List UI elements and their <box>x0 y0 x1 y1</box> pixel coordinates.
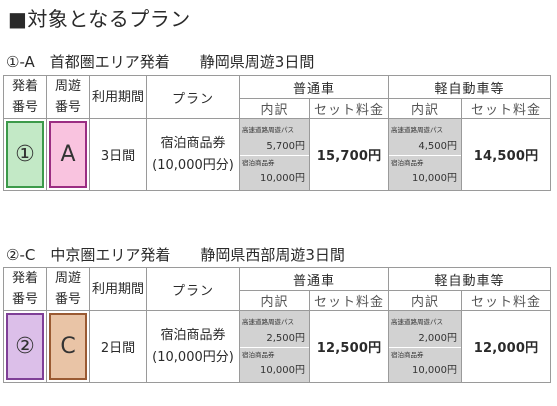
kei-set-price: 12,000円 <box>461 310 552 383</box>
header-route-no: 周遊 番号 <box>46 267 90 311</box>
breakdown-item-voucher: 宿泊商品券 10,000円 <box>240 154 309 187</box>
header-period: 利用期間 <box>89 75 147 119</box>
breakdown-item-highway-pass: 高速道路周遊パス 2,000円 <box>391 317 458 344</box>
kei-breakdown: 高速道路周遊パス 2,000円 宿泊商品券 10,000円 <box>388 310 463 383</box>
regular-set-price: 12,500円 <box>308 310 390 383</box>
route-no-cell: C <box>46 310 90 383</box>
breakdown-item-highway-pass: 高速道路周遊パス 4,500円 <box>391 125 458 152</box>
header-departure-no: 発着 番号 <box>3 267 47 311</box>
section-title-1: ①-A 首都圏エリア発着 静岡県周遊3日間 <box>6 53 315 71</box>
plan-value: 宿泊商品券 (10,000円分) <box>146 118 240 191</box>
header-kei-car: 軽自動車等 <box>388 75 552 99</box>
plan-value: 宿泊商品券 (10,000円分) <box>146 310 240 383</box>
departure-no-cell: ① <box>3 118 47 191</box>
route-no-badge: C <box>49 313 87 380</box>
period-value: 3日間 <box>89 118 147 191</box>
section-title-2: ②-C 中京圏エリア発着 静岡県西部周遊3日間 <box>6 246 345 264</box>
period-value: 2日間 <box>89 310 147 383</box>
kei-set-price: 14,500円 <box>461 118 552 191</box>
header-route-no: 周遊 番号 <box>46 75 90 119</box>
departure-no-badge: ② <box>6 313 44 380</box>
plan-table-2: 発着 番号 周遊 番号 利用期間 プラン 普通車 軽自動車等 内訳 セット料金 内訳… <box>3 267 552 383</box>
header-plan: プラン <box>146 267 240 311</box>
plan-table-1: 発着 番号 周遊 番号 利用期間 プラン 普通車 軽自動車等 内訳 セット料金 内訳… <box>3 75 552 191</box>
header-period: 利用期間 <box>89 267 147 311</box>
departure-no-cell: ② <box>3 310 47 383</box>
route-no-cell: A <box>46 118 90 191</box>
header-set-price: セット料金 <box>308 98 390 119</box>
breakdown-item-voucher: 宿泊商品券 10,000円 <box>389 346 462 379</box>
header-breakdown: 内訳 <box>388 290 463 311</box>
breakdown-item-highway-pass: 高速道路周遊パス 2,500円 <box>242 317 305 344</box>
header-regular-car: 普通車 <box>238 75 390 99</box>
breakdown-item-voucher: 宿泊商品券 10,000円 <box>240 346 309 379</box>
route-no-badge: A <box>49 121 87 188</box>
header-kei-car: 軽自動車等 <box>388 267 552 291</box>
header-breakdown: 内訳 <box>388 98 463 119</box>
header-plan: プラン <box>146 75 240 119</box>
page-title: ■対象となるプラン <box>8 7 191 31</box>
kei-breakdown: 高速道路周遊パス 4,500円 宿泊商品券 10,000円 <box>388 118 463 191</box>
breakdown-item-voucher: 宿泊商品券 10,000円 <box>389 154 462 187</box>
header-set-price: セット料金 <box>461 290 552 311</box>
header-set-price: セット料金 <box>308 290 390 311</box>
header-breakdown: 内訳 <box>239 98 310 119</box>
departure-no-badge: ① <box>6 121 44 188</box>
regular-breakdown: 高速道路周遊パス 2,500円 宿泊商品券 10,000円 <box>239 310 310 383</box>
regular-set-price: 15,700円 <box>308 118 390 191</box>
header-departure-no: 発着 番号 <box>3 75 47 119</box>
breakdown-item-highway-pass: 高速道路周遊パス 5,700円 <box>242 125 305 152</box>
regular-breakdown: 高速道路周遊パス 5,700円 宿泊商品券 10,000円 <box>239 118 310 191</box>
header-regular-car: 普通車 <box>238 267 390 291</box>
header-breakdown: 内訳 <box>239 290 310 311</box>
header-set-price: セット料金 <box>461 98 552 119</box>
